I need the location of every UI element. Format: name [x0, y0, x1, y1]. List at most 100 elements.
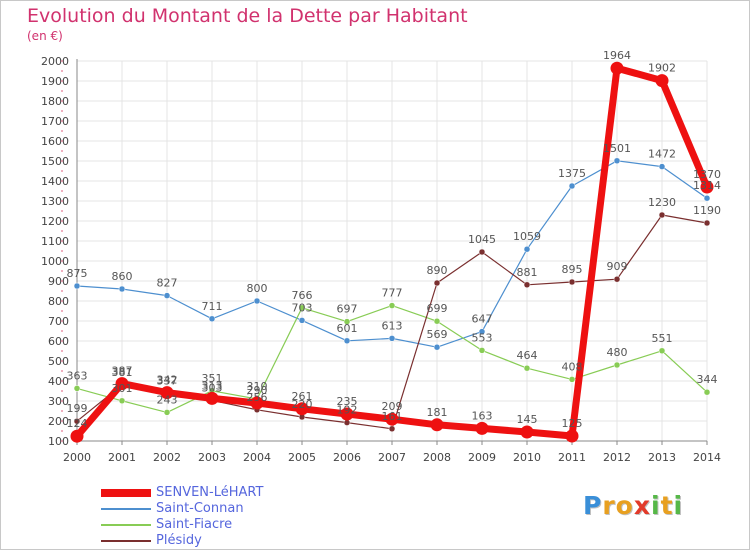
y-tick-label: 300: [48, 395, 69, 408]
data-point: [568, 278, 576, 286]
data-point: [163, 409, 171, 416]
x-tick-label: 2011: [558, 451, 586, 464]
data-point: [658, 347, 666, 355]
chart-title: Evolution du Montant de la Dette par Hab…: [27, 5, 468, 27]
data-point: [703, 194, 711, 202]
x-tick-label: 2010: [513, 451, 541, 464]
data-point: [568, 376, 576, 383]
x-tick-label: 2006: [333, 451, 361, 464]
data-label: 161: [382, 410, 403, 423]
data-label: 464: [517, 349, 538, 362]
data-label: 310: [247, 380, 268, 393]
data-label: 387: [112, 365, 133, 378]
data-label: 1314: [693, 179, 721, 192]
x-tick-label: 2007: [378, 451, 406, 464]
data-labels: 124 387 342 313 290 261 235 209 181 163 145 125 1964…: [67, 49, 722, 430]
data-point: [115, 377, 129, 391]
data-point: [388, 302, 396, 309]
data-point: [478, 248, 486, 256]
y-tick-label: 1700: [41, 115, 69, 128]
logo-letter: P: [583, 491, 603, 520]
data-label: 220: [292, 398, 313, 411]
x-tick-label: 2014: [693, 451, 721, 464]
data-point: [388, 335, 396, 342]
logo-letter: x: [633, 491, 651, 520]
data-point: [478, 328, 486, 335]
x-tick-label: 2009: [468, 451, 496, 464]
data-label: 199: [67, 402, 88, 415]
data-label: 256: [247, 391, 268, 404]
x-tick-label: 2013: [648, 451, 676, 464]
y-tick-label: 200: [48, 415, 69, 428]
data-point: [70, 429, 84, 443]
legend-swatch: [101, 508, 151, 510]
legend-item: Saint-Connan: [101, 501, 263, 517]
legend-label: Saint-Fiacre: [156, 517, 233, 532]
data-label: 408: [562, 360, 583, 373]
data-label: 192: [337, 404, 358, 417]
data-point: [700, 180, 714, 194]
data-label: 303: [202, 381, 223, 394]
data-label: 875: [67, 267, 88, 280]
y-tick-label: 1200: [41, 215, 69, 228]
data-label: 209: [382, 400, 403, 413]
legend-swatch: [101, 489, 151, 497]
data-point: [118, 285, 126, 293]
data-label: 1059: [513, 230, 541, 243]
data-point: [478, 347, 486, 354]
data-label: 381: [112, 366, 133, 379]
logo-letter: i: [673, 491, 684, 520]
data-point: [343, 337, 351, 345]
data-point: [658, 163, 666, 170]
x-tick-label: 2003: [198, 451, 226, 464]
data-point: [295, 402, 309, 416]
data-label: 697: [337, 303, 358, 316]
axes: 100 200 300 400 500 600 700 800 900 1000 1100 1200 1…: [41, 55, 721, 464]
x-tick-label: 2008: [423, 451, 451, 464]
y-tick-label: 500: [48, 355, 69, 368]
data-point: [340, 407, 354, 421]
data-label: 601: [337, 322, 358, 335]
y-tick-label: 600: [48, 335, 69, 348]
data-label: 342: [157, 374, 178, 387]
data-label: 1375: [558, 167, 586, 180]
chart-subtitle: (en €): [27, 29, 63, 43]
logo-letter: o: [615, 491, 634, 520]
data-label: 480: [607, 346, 628, 359]
y-tick-label: 1000: [41, 255, 69, 268]
legend-item: SENVEN-LéHART: [101, 485, 263, 501]
data-label: 766: [292, 289, 313, 302]
data-label: 344: [697, 373, 718, 386]
data-label: 124: [67, 417, 88, 430]
data-point: [703, 219, 711, 227]
legend-item: Plésidy: [101, 533, 263, 549]
x-tick-label: 2002: [153, 451, 181, 464]
data-label: 711: [202, 300, 223, 313]
data-label: 181: [427, 406, 448, 419]
y-tick-label: 900: [48, 275, 69, 288]
data-point: [343, 318, 351, 325]
legend-swatch: [101, 524, 151, 526]
data-point: [298, 317, 306, 324]
data-label: 163: [472, 409, 493, 422]
data-point: [475, 421, 489, 435]
data-label: 1230: [648, 196, 676, 209]
data-point: [523, 245, 531, 253]
data-point: [523, 364, 531, 372]
data-point: [523, 281, 531, 289]
x-tick-label: 2012: [603, 451, 631, 464]
data-point: [250, 396, 264, 410]
legend-label: Saint-Connan: [156, 501, 244, 516]
data-label: 553: [472, 331, 493, 344]
data-label: 301: [112, 382, 133, 395]
data-point: [613, 157, 621, 165]
data-label: 313: [202, 379, 223, 392]
x-tick-label: 2004: [243, 451, 271, 464]
data-label: 243: [157, 393, 178, 406]
y-tick-label: 1900: [41, 75, 69, 88]
data-point: [163, 292, 171, 299]
data-label: 261: [292, 390, 313, 403]
data-label: 1472: [648, 148, 676, 161]
data-point: [73, 385, 81, 392]
